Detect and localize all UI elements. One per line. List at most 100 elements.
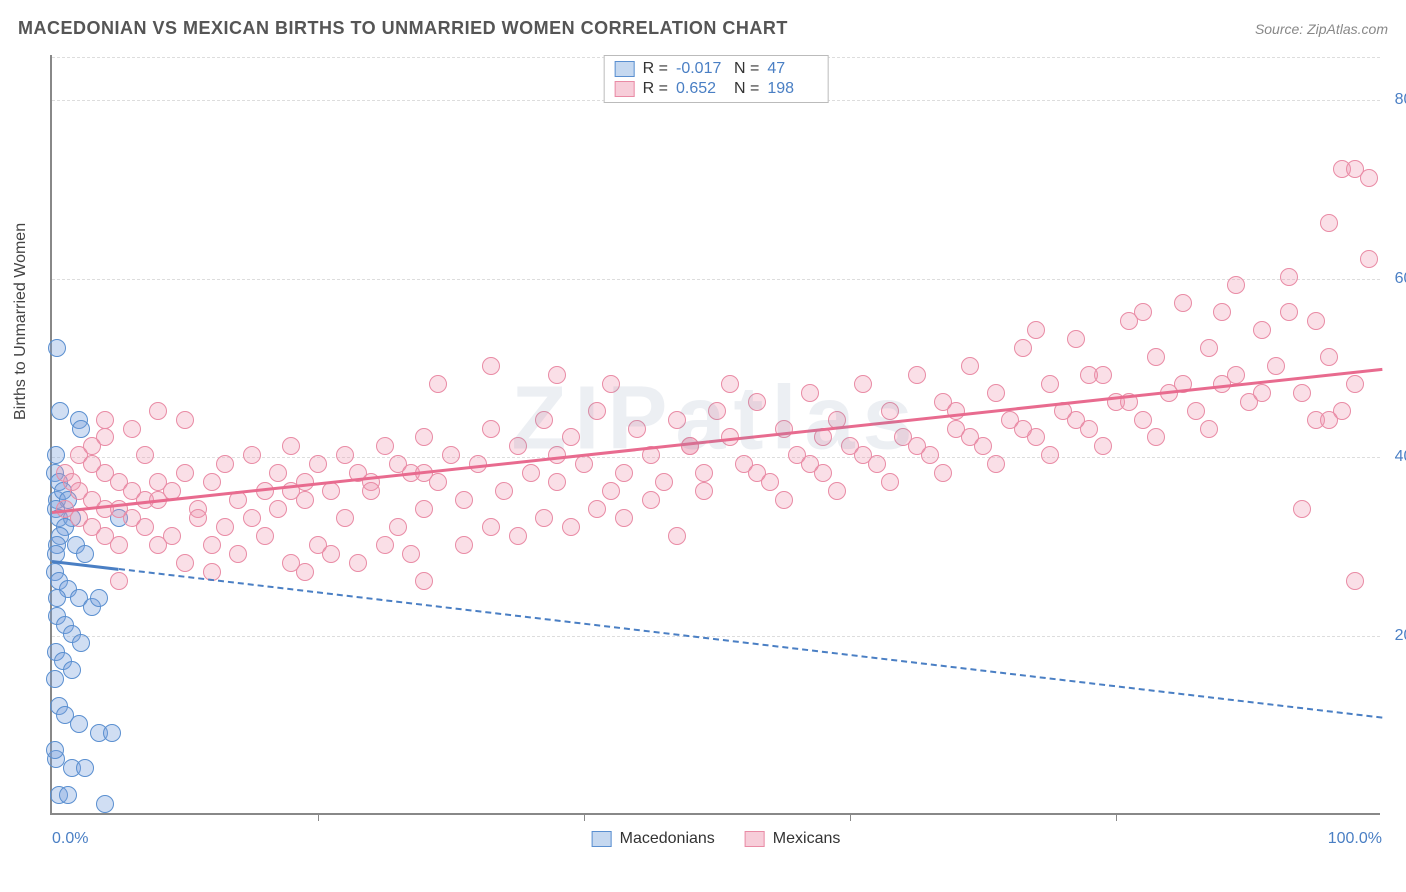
data-point — [243, 446, 261, 464]
x-tick — [1116, 813, 1117, 821]
data-point — [229, 545, 247, 563]
data-point — [96, 795, 114, 813]
data-point — [668, 411, 686, 429]
stats-r-value: 0.652 — [676, 80, 726, 98]
data-point — [681, 437, 699, 455]
data-point — [1280, 268, 1298, 286]
data-point — [1080, 366, 1098, 384]
data-point — [615, 509, 633, 527]
data-point — [934, 464, 952, 482]
data-point — [1200, 339, 1218, 357]
data-point — [1346, 375, 1364, 393]
data-point — [801, 455, 819, 473]
data-point — [46, 741, 64, 759]
data-point — [269, 464, 287, 482]
stats-r-label: R = — [643, 80, 668, 98]
data-point — [163, 527, 181, 545]
data-point — [149, 402, 167, 420]
data-point — [1041, 375, 1059, 393]
x-tick — [584, 813, 585, 821]
data-point — [602, 482, 620, 500]
legend-swatch — [615, 61, 635, 77]
legend-item: Macedonians — [592, 830, 715, 848]
data-point — [562, 428, 580, 446]
data-point — [548, 366, 566, 384]
data-point — [402, 545, 420, 563]
data-point — [336, 509, 354, 527]
data-point — [602, 375, 620, 393]
data-point — [136, 518, 154, 536]
data-point — [509, 527, 527, 545]
data-point — [961, 357, 979, 375]
data-point — [668, 527, 686, 545]
stats-n-label: N = — [734, 80, 759, 98]
data-point — [1014, 339, 1032, 357]
data-point — [176, 554, 194, 572]
data-point — [655, 473, 673, 491]
data-point — [1027, 321, 1045, 339]
data-point — [415, 428, 433, 446]
data-point — [1293, 500, 1311, 518]
data-point — [76, 759, 94, 777]
data-point — [695, 464, 713, 482]
source-label: Source: ZipAtlas.com — [1255, 21, 1388, 37]
data-point — [987, 384, 1005, 402]
x-tick — [318, 813, 319, 821]
data-point — [1067, 330, 1085, 348]
data-point — [1094, 437, 1112, 455]
x-tick-label: 100.0% — [1328, 830, 1382, 848]
data-point — [1253, 321, 1271, 339]
data-point — [908, 437, 926, 455]
data-point — [1213, 303, 1231, 321]
data-point — [48, 339, 66, 357]
x-tick — [850, 813, 851, 821]
plot-area: ZIPatlas R = -0.017 N = 47R = 0.652 N = … — [50, 55, 1380, 815]
data-point — [96, 411, 114, 429]
data-point — [429, 375, 447, 393]
gridline — [52, 279, 1380, 280]
data-point — [189, 509, 207, 527]
data-point — [575, 455, 593, 473]
data-point — [376, 437, 394, 455]
legend-swatch — [592, 831, 612, 847]
stats-legend-box: R = -0.017 N = 47 R = 0.652 N = 198 — [604, 55, 829, 103]
data-point — [1014, 420, 1032, 438]
data-point — [947, 402, 965, 420]
data-point — [495, 482, 513, 500]
data-point — [123, 420, 141, 438]
data-point — [881, 402, 899, 420]
data-point — [854, 446, 872, 464]
stats-n-value: 47 — [767, 60, 817, 78]
data-point — [987, 455, 1005, 473]
data-point — [176, 411, 194, 429]
data-point — [908, 366, 926, 384]
stats-row: R = 0.652 N = 198 — [615, 80, 818, 98]
stats-row: R = -0.017 N = 47 — [615, 60, 818, 78]
data-point — [269, 500, 287, 518]
data-point — [296, 563, 314, 581]
data-point — [961, 428, 979, 446]
gridline — [52, 636, 1380, 637]
data-point — [695, 482, 713, 500]
data-point — [90, 589, 108, 607]
data-point — [110, 536, 128, 554]
data-point — [801, 384, 819, 402]
data-point — [748, 464, 766, 482]
data-point — [1320, 214, 1338, 232]
data-point — [455, 536, 473, 554]
y-tick-label: 40.0% — [1395, 448, 1406, 466]
data-point — [1280, 303, 1298, 321]
data-point — [376, 536, 394, 554]
data-point — [1346, 160, 1364, 178]
data-point — [881, 473, 899, 491]
data-point — [1187, 402, 1205, 420]
data-point — [322, 545, 340, 563]
data-point — [415, 500, 433, 518]
x-tick-label: 0.0% — [52, 830, 88, 848]
y-tick-label: 60.0% — [1395, 270, 1406, 288]
data-point — [1360, 250, 1378, 268]
data-point — [1293, 384, 1311, 402]
y-tick-label: 80.0% — [1395, 91, 1406, 109]
data-point — [828, 482, 846, 500]
data-point — [1307, 312, 1325, 330]
